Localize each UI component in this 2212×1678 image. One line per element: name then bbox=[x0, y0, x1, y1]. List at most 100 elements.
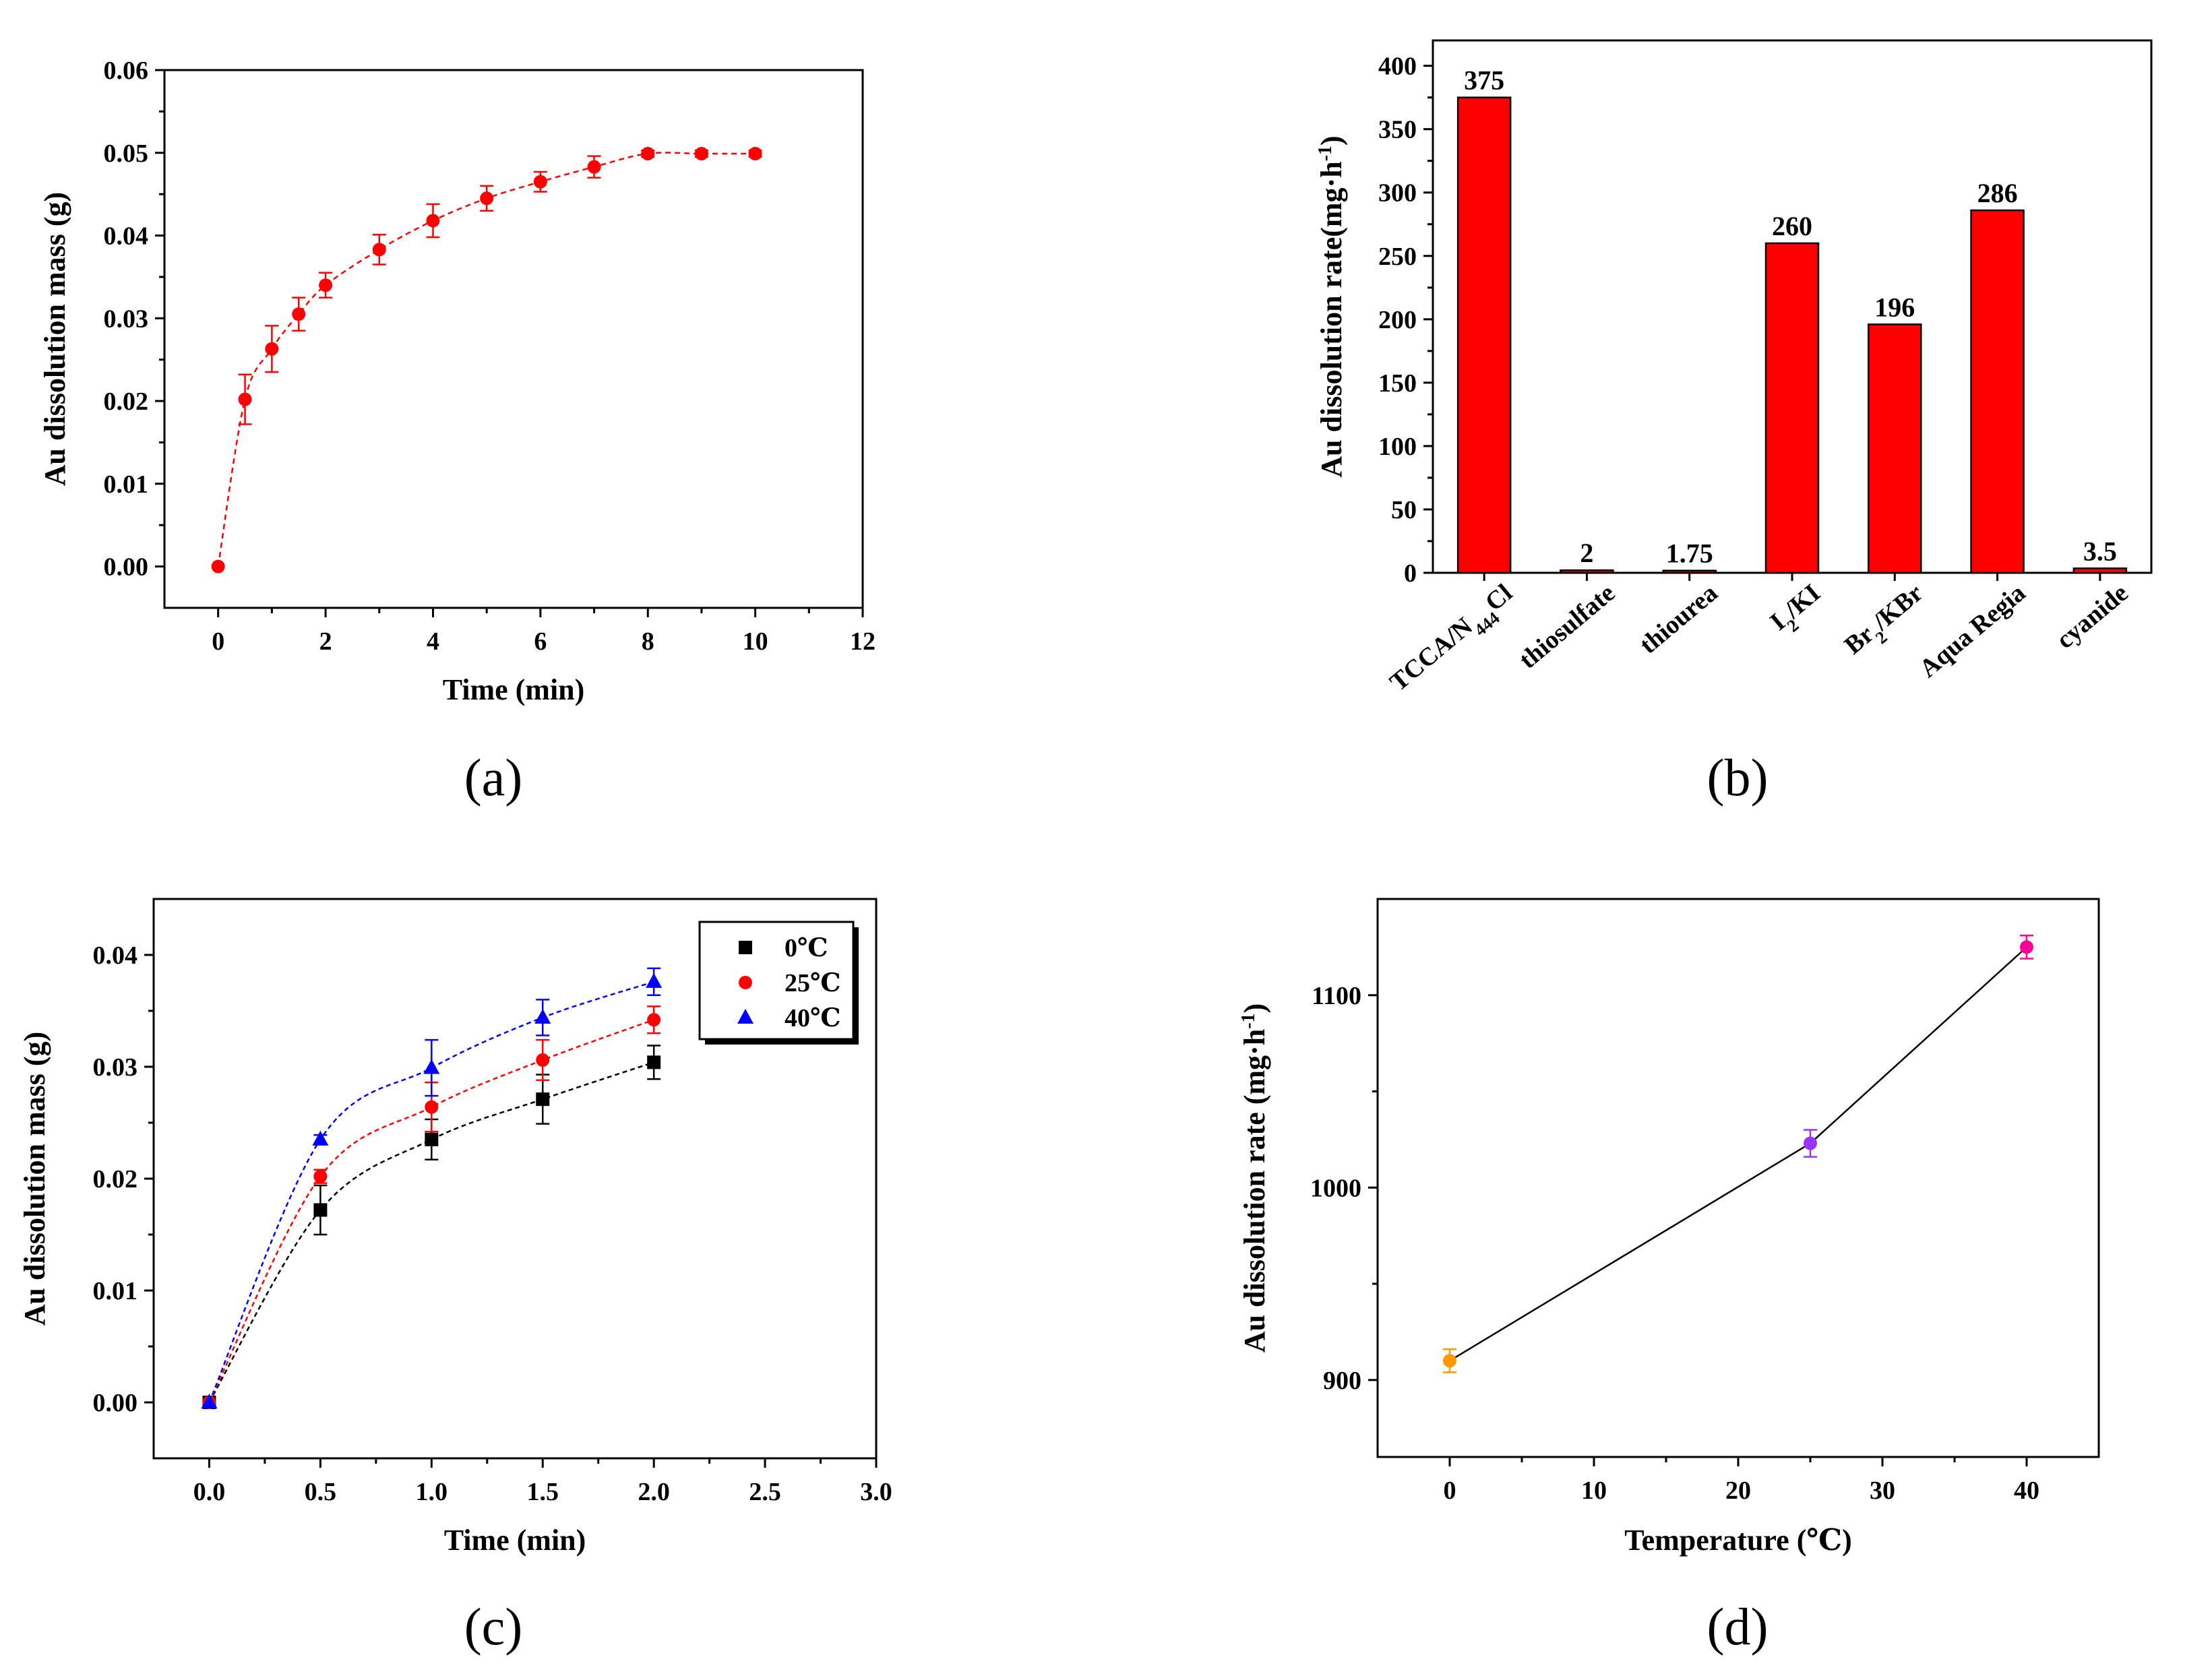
category-label: Aqua Regia bbox=[1914, 579, 2031, 683]
x-tick-label: 40 bbox=[2014, 1477, 2039, 1505]
y-tick-label: 0.00 bbox=[93, 1389, 138, 1417]
y-tick-label: 0.05 bbox=[104, 139, 149, 168]
category-label: thiourea bbox=[1634, 579, 1723, 660]
y-tick-label: 900 bbox=[1323, 1367, 1361, 1395]
data-point bbox=[1804, 1136, 1817, 1150]
x-tick-label: 10 bbox=[1581, 1477, 1607, 1505]
data-point bbox=[313, 1169, 328, 1183]
x-tick-label: 1.0 bbox=[416, 1478, 448, 1506]
data-point bbox=[1443, 1354, 1456, 1368]
x-tick-label: 1.5 bbox=[526, 1478, 559, 1506]
y-tick-label: 0.02 bbox=[93, 1165, 138, 1193]
data-point bbox=[292, 307, 306, 321]
data-point bbox=[587, 160, 601, 174]
x-tick-label: 20 bbox=[1725, 1477, 1751, 1505]
y-axis-label: Au dissolution rate (mg·h-1) bbox=[1238, 1003, 1272, 1353]
bar bbox=[1560, 569, 1614, 574]
bar-value-label: 286 bbox=[1977, 178, 2018, 208]
y-tick-label: 1000 bbox=[1310, 1174, 1361, 1202]
data-point bbox=[646, 972, 663, 988]
panel-d: 0 10 20 30 40 900 1000 1100 Temperature (℃) Au di… bbox=[1238, 898, 2100, 1656]
data-point bbox=[265, 342, 279, 356]
data-point bbox=[647, 1013, 661, 1027]
bar-value-label: 375 bbox=[1464, 65, 1504, 96]
bar bbox=[1970, 209, 2025, 574]
fit-curve bbox=[208, 1061, 654, 1403]
y-tick-label: 0.04 bbox=[93, 941, 138, 970]
data-point bbox=[536, 1092, 550, 1107]
panel-a: 0 2 4 6 8 10 12 0.00 0.01 0.02 0.03 0.04 0.05 0.06 Tim… bbox=[38, 57, 875, 807]
panel-c: 0.0 0.5 1.0 1.5 2.0 2.5 3.0 0.00 0.01 0.02 0.03 0.0… bbox=[18, 898, 892, 1656]
y-axis-label: Au dissolution mass (g) bbox=[18, 1032, 51, 1326]
y-tick-label: 350 bbox=[1378, 116, 1417, 144]
x-tick-label: 4 bbox=[427, 627, 439, 656]
legend-label: 40℃ bbox=[785, 1004, 841, 1032]
fit-curve bbox=[208, 981, 654, 1403]
x-tick-label: 0 bbox=[212, 627, 224, 656]
category-label: Br2/KBr bbox=[1839, 579, 1934, 666]
plot-frame bbox=[1376, 898, 2100, 1458]
panel-b: 0 50 100 150 200 250 300 350 400 375 TCCA/N444Cl 2 t… bbox=[1315, 39, 2153, 807]
bar bbox=[2072, 567, 2128, 574]
x-tick-label: 0 bbox=[1444, 1477, 1456, 1505]
y-tick-label: 0.02 bbox=[104, 387, 149, 416]
data-point bbox=[748, 146, 762, 160]
y-tick-label: 150 bbox=[1378, 369, 1417, 398]
category-label: I2/KI bbox=[1764, 579, 1831, 642]
fit-curve bbox=[217, 152, 756, 567]
data-point bbox=[425, 1100, 439, 1114]
category-label: thiosulfate bbox=[1514, 579, 1620, 675]
legend-marker bbox=[739, 941, 752, 954]
bar-value-label: 260 bbox=[1772, 211, 1812, 241]
y-tick-label: 300 bbox=[1378, 179, 1417, 208]
bar-value-label: 2 bbox=[1580, 538, 1593, 568]
y-tick-label: 0.01 bbox=[93, 1277, 138, 1305]
bar bbox=[1764, 242, 1820, 574]
y-tick-label: 1100 bbox=[1312, 982, 1361, 1010]
fit-curve bbox=[208, 1019, 654, 1403]
x-tick-label: 12 bbox=[850, 627, 875, 656]
x-tick-label: 30 bbox=[1870, 1477, 1895, 1505]
data-point bbox=[694, 146, 708, 160]
bar-value-label: 1.75 bbox=[1666, 538, 1713, 569]
series-line bbox=[1449, 946, 2027, 1362]
y-tick-label: 50 bbox=[1391, 496, 1417, 524]
y-tick-label: 0.04 bbox=[104, 222, 149, 251]
data-point bbox=[536, 1053, 550, 1067]
y-tick-label: 0.03 bbox=[93, 1053, 138, 1082]
y-tick-label: 0 bbox=[1404, 559, 1417, 588]
x-tick-label: 0.0 bbox=[193, 1478, 226, 1506]
x-tick-label: 2 bbox=[319, 627, 332, 656]
y-tick-label: 0.06 bbox=[104, 57, 149, 85]
data-point bbox=[425, 1132, 439, 1146]
y-tick-label: 250 bbox=[1378, 243, 1417, 271]
legend-label: 25℃ bbox=[785, 969, 841, 997]
data-point bbox=[211, 559, 225, 573]
y-tick-label: 400 bbox=[1378, 53, 1417, 81]
data-point bbox=[533, 175, 547, 189]
bar bbox=[1456, 96, 1512, 574]
y-tick-label: 0.03 bbox=[104, 305, 149, 333]
x-axis-label: Time (min) bbox=[444, 1524, 586, 1557]
x-tick-label: 2.5 bbox=[749, 1478, 781, 1506]
x-tick-label: 6 bbox=[534, 627, 547, 656]
x-axis-label: Time (min) bbox=[443, 673, 585, 706]
data-point bbox=[534, 1008, 551, 1024]
x-tick-label: 10 bbox=[743, 627, 768, 656]
y-tick-label: 0.00 bbox=[104, 553, 149, 582]
data-point bbox=[647, 1055, 661, 1069]
legend-marker bbox=[739, 976, 752, 989]
legend-label: 0℃ bbox=[785, 934, 828, 962]
panel-label: (a) bbox=[464, 748, 523, 807]
x-axis-label: Temperature (℃) bbox=[1624, 1524, 1851, 1557]
x-tick-label: 0.5 bbox=[305, 1478, 337, 1506]
data-point bbox=[312, 1130, 329, 1146]
legend-box bbox=[698, 921, 855, 1040]
plot-frame bbox=[163, 69, 864, 609]
data-point bbox=[372, 243, 386, 257]
data-point bbox=[319, 278, 333, 292]
x-tick-label: 8 bbox=[642, 627, 654, 656]
bar bbox=[1868, 323, 1922, 574]
data-point bbox=[2020, 940, 2033, 954]
